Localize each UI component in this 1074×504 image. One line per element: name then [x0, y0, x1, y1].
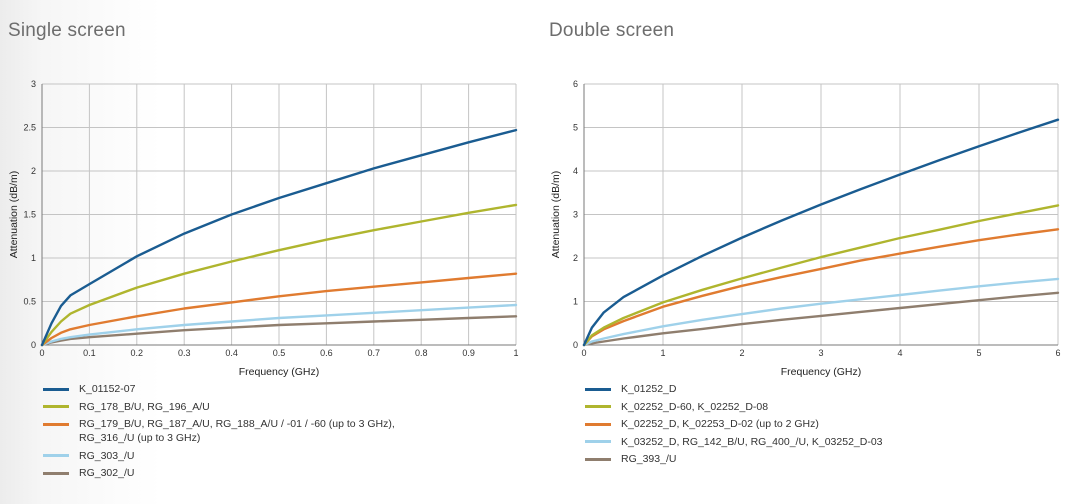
legend-label: RG_303_/U [79, 449, 135, 462]
legend-label: RG_178_B/U, RG_196_A/U [79, 400, 210, 413]
x-tick-label: 1 [513, 348, 518, 358]
x-tick-label: 6 [1055, 348, 1060, 358]
x-tick-label: 0.2 [131, 348, 144, 358]
y-axis-label: Attenuation (dB/m) [550, 171, 562, 259]
double-screen-legend: K_01252_D K_02252_D-60, K_02252_D-08 K_022… [585, 382, 883, 470]
chart-title: Single screen [8, 20, 126, 41]
series-line [40, 303, 518, 347]
legend-item: K_01152-07 [43, 382, 395, 396]
y-tick-label: 6 [573, 79, 578, 89]
y-tick-label: 1 [573, 297, 578, 307]
gridlines [41, 83, 517, 346]
legend-item: K_02252_D-60, K_02252_D-08 [585, 400, 883, 414]
x-tick-label: 0.4 [225, 348, 238, 358]
x-tick-label: 1 [660, 348, 665, 358]
legend-label: RG_302_/U [79, 467, 135, 479]
x-axis-label: Frequency (GHz) [781, 366, 862, 378]
legend-item: RG_178_B/U, RG_196_A/U [43, 400, 395, 414]
legend-swatch [43, 454, 69, 457]
series-line [40, 203, 518, 347]
series-line [582, 204, 1060, 347]
legend-item: RG_302_/U [43, 466, 395, 480]
legend-item: RG_303_/U [43, 449, 395, 463]
series-line [582, 228, 1060, 347]
x-tick-label: 0.1 [83, 348, 96, 358]
legend-swatch [43, 422, 69, 426]
y-tick-label: 3 [573, 210, 578, 220]
x-tick-label: 4 [897, 348, 902, 358]
x-tick-label: 0.8 [415, 348, 428, 358]
legend-item: K_02252_D, K_02253_D-02 (up to 2 GHz) [585, 417, 883, 431]
x-tick-label: 5 [976, 348, 981, 358]
legend-label: K_02252_D-60, K_02252_D-08 [621, 400, 769, 413]
legend-label: K_03252_D, RG_142_B/U, RG_400_/U, K_0325… [621, 435, 883, 448]
y-tick-label: 3 [31, 79, 36, 89]
legend-label: K_01152-07 [79, 383, 136, 395]
y-tick-label: 0 [31, 340, 36, 350]
legend-label: K_01252_D [621, 383, 677, 395]
legend-swatch [43, 387, 69, 391]
x-tick-label: 2 [739, 348, 744, 358]
series-line [582, 277, 1060, 347]
x-tick-label: 0.3 [178, 348, 191, 358]
legend-label: RG_179_B/U, RG_187_A/U, RG_188_A/U / -01… [79, 418, 395, 444]
legend-label: RG_393_/U [621, 453, 677, 465]
y-tick-label: 1.5 [23, 210, 36, 220]
legend-swatch [43, 471, 69, 475]
single-screen-panel: Single screen 0 0.1 0.2 0.3 0.4 0.5 0.6 0.7 0.8 0… [0, 0, 537, 504]
y-tick-label: 5 [573, 123, 578, 133]
x-tick-label: 0.5 [273, 348, 286, 358]
y-tick-label: 0 [573, 340, 578, 350]
legend-swatch [585, 457, 611, 461]
series-line [582, 118, 1060, 347]
legend-swatch [43, 405, 69, 408]
series-line [40, 272, 518, 347]
x-axis-label: Frequency (GHz) [239, 366, 320, 378]
y-tick-label: 2 [31, 166, 36, 176]
x-tick-label: 0 [39, 348, 44, 358]
single-screen-legend: K_01152-07 RG_178_B/U, RG_196_A/U RG_179_B… [43, 382, 395, 484]
single-screen-chart: 0 0.1 0.2 0.3 0.4 0.5 0.6 0.7 0.8 0.9 1 0 0.5 1 1.5 2 2.… [8, 79, 519, 378]
series-line [40, 315, 518, 347]
double-screen-chart: 0 1 2 3 4 5 6 0 1 2 3 4 5 6 Frequency (GHz) Attenuation… [550, 79, 1061, 378]
legend-item: RG_393_/U [585, 452, 883, 466]
y-axis-label: Attenuation (dB/m) [8, 171, 20, 259]
y-tick-label: 4 [573, 166, 578, 176]
legend-swatch [585, 422, 611, 426]
x-tick-label: 0.7 [368, 348, 381, 358]
legend-item: K_01252_D [585, 382, 883, 396]
legend-swatch [585, 440, 611, 443]
y-tick-label: 2 [573, 253, 578, 263]
y-tick-label: 2.5 [23, 123, 36, 133]
series-line [40, 128, 518, 347]
x-tick-label: 0.6 [320, 348, 333, 358]
x-tick-label: 0.9 [462, 348, 475, 358]
chart-title: Double screen [549, 20, 675, 41]
y-tick-label: 0.5 [23, 297, 36, 307]
legend-item: K_03252_D, RG_142_B/U, RG_400_/U, K_0325… [585, 435, 883, 449]
legend-item: RG_179_B/U, RG_187_A/U, RG_188_A/U / -01… [43, 417, 395, 445]
y-tick-label: 1 [31, 253, 36, 263]
legend-label: K_02252_D, K_02253_D-02 (up to 2 GHz) [621, 418, 819, 430]
double-screen-panel: Double screen 0 1 2 3 4 5 6 0 1 2 3 4 5 6 Frequency (G… [537, 0, 1074, 504]
series-line [582, 291, 1060, 347]
x-tick-label: 0 [581, 348, 586, 358]
legend-swatch [585, 387, 611, 391]
legend-swatch [585, 405, 611, 408]
x-tick-label: 3 [818, 348, 823, 358]
